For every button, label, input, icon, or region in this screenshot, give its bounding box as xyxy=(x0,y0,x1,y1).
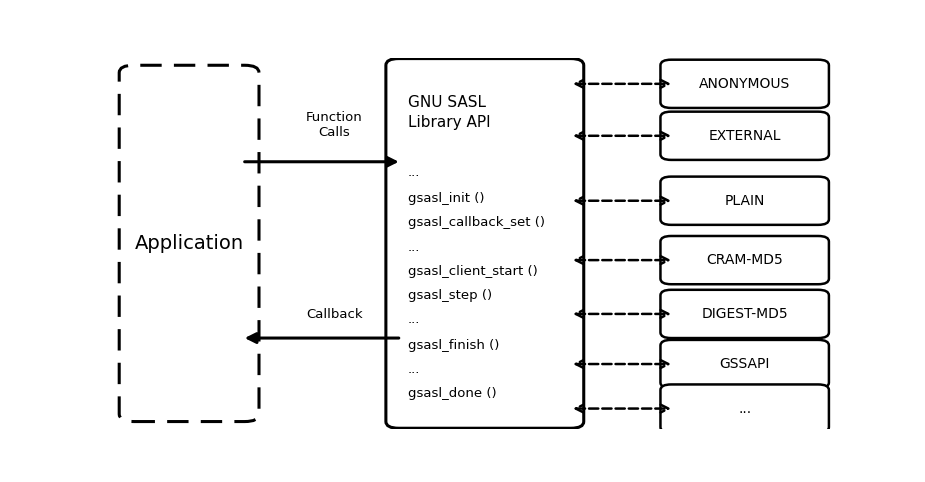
Text: gsasl_step (): gsasl_step () xyxy=(408,289,492,302)
Text: GNU SASL
Library API: GNU SASL Library API xyxy=(408,95,491,130)
Text: ...: ... xyxy=(408,241,421,254)
Text: CRAM-MD5: CRAM-MD5 xyxy=(707,253,783,267)
Text: ANONYMOUS: ANONYMOUS xyxy=(699,77,790,91)
Text: gsasl_init (): gsasl_init () xyxy=(408,192,485,205)
Text: gsasl_finish (): gsasl_finish () xyxy=(408,339,500,352)
Text: Callback: Callback xyxy=(306,308,363,321)
Text: GSSAPI: GSSAPI xyxy=(720,357,770,371)
FancyBboxPatch shape xyxy=(660,385,829,433)
Text: gsasl_done (): gsasl_done () xyxy=(408,387,497,400)
Text: Application: Application xyxy=(135,234,244,253)
FancyBboxPatch shape xyxy=(660,290,829,338)
FancyBboxPatch shape xyxy=(119,65,259,422)
Text: ...: ... xyxy=(408,363,421,376)
Text: ...: ... xyxy=(738,402,751,415)
FancyBboxPatch shape xyxy=(660,176,829,225)
Text: EXTERNAL: EXTERNAL xyxy=(709,129,781,143)
FancyBboxPatch shape xyxy=(660,340,829,388)
FancyBboxPatch shape xyxy=(660,236,829,284)
Text: Function
Calls: Function Calls xyxy=(306,111,363,139)
Text: ...: ... xyxy=(408,313,421,326)
FancyBboxPatch shape xyxy=(660,112,829,160)
Text: DIGEST-MD5: DIGEST-MD5 xyxy=(701,307,788,321)
FancyBboxPatch shape xyxy=(660,60,829,108)
FancyBboxPatch shape xyxy=(386,59,584,428)
Text: PLAIN: PLAIN xyxy=(724,194,765,208)
Text: ...: ... xyxy=(408,166,421,179)
Text: gsasl_client_start (): gsasl_client_start () xyxy=(408,265,537,278)
Text: gsasl_callback_set (): gsasl_callback_set () xyxy=(408,216,545,229)
